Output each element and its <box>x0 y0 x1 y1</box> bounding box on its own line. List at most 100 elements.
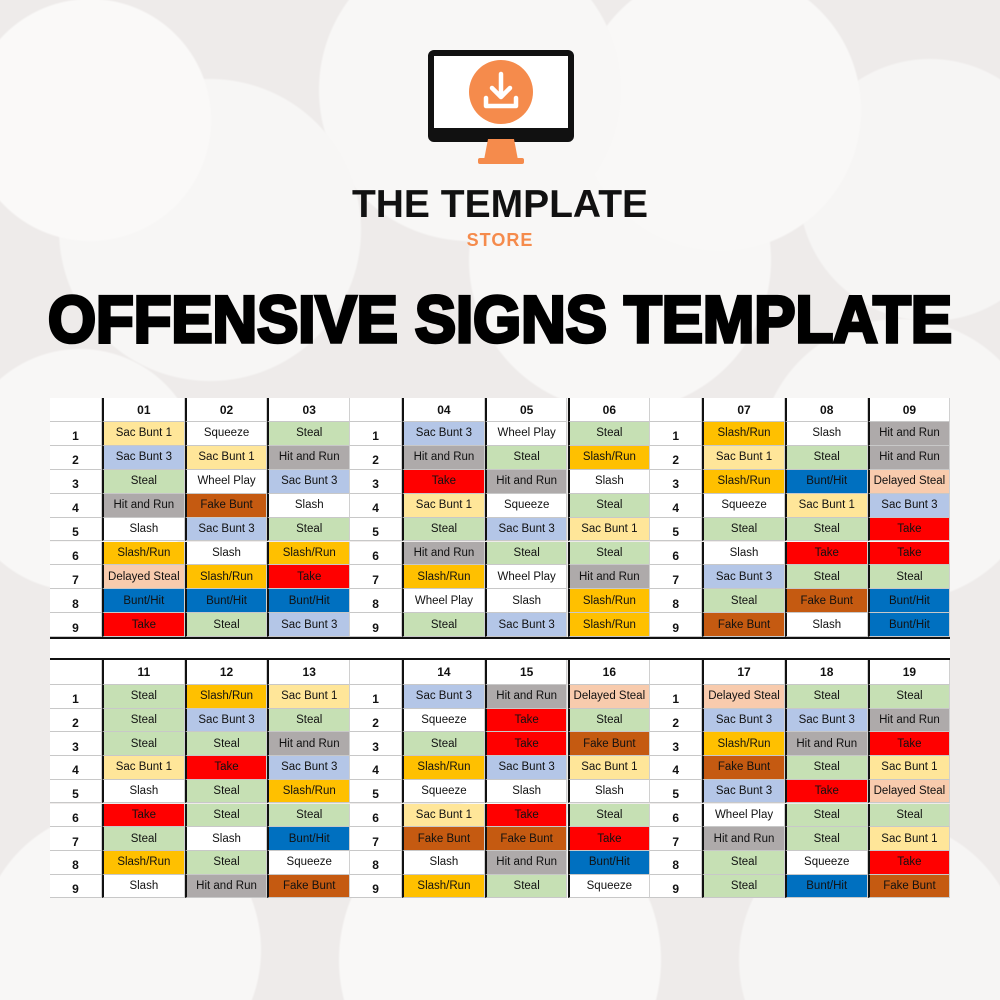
row-number: 6 <box>650 541 703 566</box>
row-number: 1 <box>50 422 102 446</box>
sign-cell: Delayed Steal <box>102 565 185 590</box>
row-number: 9 <box>350 613 403 638</box>
sign-cell: Steal <box>102 685 185 709</box>
sign-cell: Steal <box>402 732 485 757</box>
row-number: 3 <box>50 469 102 494</box>
column-header: 05 <box>484 398 568 422</box>
row-number: 4 <box>650 756 703 780</box>
row-number: 9 <box>50 874 102 899</box>
sign-cell: Steal <box>567 708 651 733</box>
row-number: 8 <box>350 589 403 614</box>
sign-cell: Take <box>567 827 651 851</box>
sign-cell: Slash/Run <box>567 445 651 470</box>
sign-cell: Fake Bunt <box>402 827 485 851</box>
sign-cell: Steal <box>267 708 351 733</box>
column-header: 08 <box>784 398 868 422</box>
sign-cell: Delayed Steal <box>702 685 785 709</box>
sign-cell: Slash/Run <box>402 874 485 899</box>
sign-cell: Slash <box>184 541 268 566</box>
row-number: 6 <box>50 803 102 828</box>
row-number-header <box>650 660 703 685</box>
sign-cell: Slash <box>784 613 868 638</box>
row-number: 2 <box>50 708 102 733</box>
row-number: 9 <box>50 613 102 638</box>
sign-cell: Hit and Run <box>402 445 485 470</box>
sign-cell: Wheel Play <box>184 469 268 494</box>
row-number: 8 <box>650 850 703 875</box>
row-number: 4 <box>50 493 102 518</box>
sign-cell: Slash <box>567 469 651 494</box>
sign-cell: Slash <box>484 779 568 804</box>
sign-cell: Slash/Run <box>402 565 485 590</box>
sign-cell: Slash/Run <box>702 469 785 494</box>
sign-cell: Sac Bunt 3 <box>484 517 568 542</box>
sign-cell: Slash <box>102 874 185 899</box>
sign-cell: Slash/Run <box>102 850 185 875</box>
sign-cell: Sac Bunt 1 <box>102 422 185 446</box>
sign-cell: Bunt/Hit <box>267 589 351 614</box>
sign-cell: Bunt/Hit <box>784 469 868 494</box>
sign-cell: Steal <box>784 756 868 780</box>
sign-cell: Steal <box>484 874 568 899</box>
sign-cell: Steal <box>184 613 268 638</box>
sign-cell: Steal <box>567 493 651 518</box>
sign-cell: Steal <box>402 517 485 542</box>
sign-cell: Sac Bunt 1 <box>867 827 951 851</box>
sign-cell: Squeeze <box>567 874 651 899</box>
sign-cell: Squeeze <box>484 493 568 518</box>
sign-cell: Hit and Run <box>484 469 568 494</box>
sign-cell: Take <box>784 779 868 804</box>
row-number: 8 <box>50 589 102 614</box>
sign-cell: Take <box>784 541 868 566</box>
sign-cell: Hit and Run <box>702 827 785 851</box>
sign-cell: Bunt/Hit <box>567 850 651 875</box>
sign-cell: Steal <box>102 827 185 851</box>
sign-cell: Wheel Play <box>702 803 785 828</box>
svg-text:OFFENSIVE SIGNS TEMPLATE: OFFENSIVE SIGNS TEMPLATE <box>48 282 952 354</box>
sign-cell: Take <box>184 756 268 780</box>
sign-cell: Squeeze <box>402 779 485 804</box>
sign-cell: Hit and Run <box>267 445 351 470</box>
row-number: 7 <box>650 565 703 590</box>
column-header: 18 <box>784 660 868 685</box>
row-number: 4 <box>350 493 403 518</box>
sign-cell: Fake Bunt <box>702 756 785 780</box>
row-number: 1 <box>650 422 703 446</box>
sign-cell: Sac Bunt 3 <box>484 613 568 638</box>
sign-cell: Steal <box>784 565 868 590</box>
sign-cell: Steal <box>567 422 651 446</box>
column-header: 12 <box>184 660 268 685</box>
sign-cell: Steal <box>184 779 268 804</box>
row-number: 1 <box>350 685 403 709</box>
sign-cell: Steal <box>567 541 651 566</box>
sign-cell: Bunt/Hit <box>867 589 951 614</box>
sign-cell: Steal <box>784 827 868 851</box>
row-number: 7 <box>350 827 403 851</box>
sign-cell: Bunt/Hit <box>184 589 268 614</box>
sign-cell: Hit and Run <box>867 445 951 470</box>
sign-cell: Wheel Play <box>484 565 568 590</box>
sign-cell: Sac Bunt 1 <box>567 756 651 780</box>
sign-cell: Take <box>484 732 568 757</box>
sign-cell: Steal <box>784 685 868 709</box>
sign-cell: Steal <box>484 445 568 470</box>
row-number: 7 <box>50 827 102 851</box>
signs-table: 1 2 3 4 5 6 7 8 9 01 Sac Bunt 1 Sac Bunt 3 Steal Hit … <box>50 398 951 900</box>
sign-cell: Sac Bunt 3 <box>184 517 268 542</box>
sign-cell: Steal <box>702 517 785 542</box>
sign-cell: Slash <box>702 541 785 566</box>
sign-cell: Sac Bunt 3 <box>402 685 485 709</box>
column-header: 09 <box>867 398 951 422</box>
sign-cell: Hit and Run <box>102 493 185 518</box>
row-number: 5 <box>50 517 102 542</box>
row-number: 8 <box>350 850 403 875</box>
column-header: 07 <box>702 398 785 422</box>
row-number: 9 <box>650 874 703 899</box>
sign-cell: Fake Bunt <box>867 874 951 899</box>
row-number: 8 <box>50 850 102 875</box>
row-number: 9 <box>650 613 703 638</box>
row-number: 2 <box>350 445 403 470</box>
sign-cell: Slash <box>484 589 568 614</box>
sign-cell: Steal <box>402 613 485 638</box>
sign-cell: Sac Bunt 1 <box>267 685 351 709</box>
